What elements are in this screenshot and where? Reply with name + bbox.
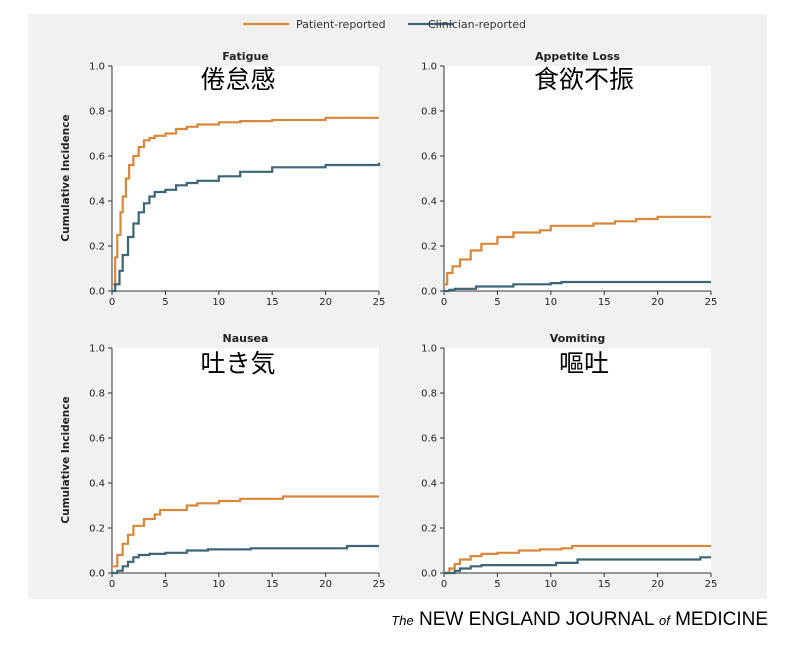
y-tick-label-appetite-loss: 0.6 xyxy=(421,152,437,163)
y-tick-label-fatigue: 0.0 xyxy=(89,287,105,298)
legend-label-clinician: Clinician-reported xyxy=(428,18,526,31)
japanese-title-vomiting: 嘔吐 xyxy=(559,349,609,378)
x-tick-label-vomiting: 0 xyxy=(441,579,447,590)
x-tick-label-vomiting: 25 xyxy=(705,579,718,590)
x-tick-label-appetite-loss: 5 xyxy=(494,297,500,308)
x-tick-label-fatigue: 5 xyxy=(162,297,168,308)
y-tick-label-vomiting: 0.0 xyxy=(421,569,437,580)
x-tick-label-appetite-loss: 20 xyxy=(651,297,664,308)
y-tick-label-appetite-loss: 1.0 xyxy=(421,62,437,73)
y-tick-label-appetite-loss: 0.8 xyxy=(421,107,437,118)
credit-journal-part1: NEW ENGLAND JOURNAL xyxy=(418,609,654,630)
panel-title-nausea: Nausea xyxy=(223,332,269,345)
y-tick-label-nausea: 0.0 xyxy=(89,569,105,580)
y-tick-label-fatigue: 1.0 xyxy=(89,62,105,73)
y-tick-label-nausea: 0.4 xyxy=(89,479,105,490)
plot-area-nausea xyxy=(112,348,379,573)
y-axis-label-bottom: Cumulative Incidence xyxy=(60,396,72,523)
x-tick-label-fatigue: 25 xyxy=(373,297,386,308)
credit-of: of xyxy=(658,613,670,628)
panel-title-appetite-loss: Appetite Loss xyxy=(535,50,620,63)
plot-area-fatigue xyxy=(112,66,379,291)
x-tick-label-nausea: 0 xyxy=(109,579,115,590)
panel-title-vomiting: Vomiting xyxy=(550,332,605,345)
x-tick-label-vomiting: 10 xyxy=(544,579,557,590)
y-tick-label-fatigue: 0.6 xyxy=(89,152,105,163)
x-tick-label-nausea: 5 xyxy=(162,579,168,590)
x-tick-label-appetite-loss: 10 xyxy=(544,297,557,308)
y-tick-label-appetite-loss: 0.4 xyxy=(421,197,437,208)
series-line-patient-fatigue xyxy=(112,116,379,286)
y-tick-label-nausea: 0.2 xyxy=(89,524,105,535)
x-tick-label-vomiting: 5 xyxy=(494,579,500,590)
journal-credit: The NEW ENGLAND JOURNAL of MEDICINE xyxy=(391,609,768,631)
credit-journal-part2: MEDICINE xyxy=(675,609,768,630)
chart-figure: Patient-reported Clinician-reported 0.0 0.2… xyxy=(60,18,718,590)
x-tick-label-nausea: 10 xyxy=(212,579,225,590)
panel-title-fatigue: Fatigue xyxy=(222,50,269,63)
y-axis-label-top: Cumulative Incidence xyxy=(60,114,72,241)
x-tick-label-fatigue: 0 xyxy=(109,297,115,308)
x-tick-label-fatigue: 15 xyxy=(266,297,279,308)
y-tick-label-nausea: 1.0 xyxy=(89,344,105,355)
y-tick-label-vomiting: 1.0 xyxy=(421,344,437,355)
x-tick-label-appetite-loss: 15 xyxy=(598,297,611,308)
x-tick-label-appetite-loss: 0 xyxy=(441,297,447,308)
y-tick-label-appetite-loss: 0.2 xyxy=(421,242,437,253)
y-tick-label-vomiting: 0.4 xyxy=(421,479,437,490)
plot-area-vomiting xyxy=(444,348,711,573)
y-tick-label-nausea: 0.6 xyxy=(89,434,105,445)
series-line-clinician-vomiting xyxy=(444,556,711,575)
x-tick-label-vomiting: 20 xyxy=(651,579,664,590)
figure-panel: Patient-reported Clinician-reported 0.0 0.2… xyxy=(28,14,767,599)
y-tick-label-vomiting: 0.2 xyxy=(421,524,437,535)
series-line-patient-vomiting xyxy=(444,544,711,575)
x-tick-label-nausea: 15 xyxy=(266,579,279,590)
y-tick-label-fatigue: 0.8 xyxy=(89,107,105,118)
x-tick-label-vomiting: 15 xyxy=(598,579,611,590)
y-tick-label-appetite-loss: 0.0 xyxy=(421,287,437,298)
series-line-clinician-nausea xyxy=(112,544,379,575)
plot-area-appetite-loss xyxy=(444,66,711,291)
x-tick-label-appetite-loss: 25 xyxy=(705,297,718,308)
y-tick-label-vomiting: 0.8 xyxy=(421,389,437,400)
x-tick-label-nausea: 20 xyxy=(319,579,332,590)
legend-label-patient: Patient-reported xyxy=(296,18,386,31)
series-line-patient-appetite-loss xyxy=(444,215,711,286)
series-line-patient-nausea xyxy=(112,495,379,568)
y-tick-label-fatigue: 0.4 xyxy=(89,197,105,208)
series-line-clinician-appetite-loss xyxy=(444,280,711,293)
x-tick-label-fatigue: 20 xyxy=(319,297,332,308)
x-tick-label-fatigue: 10 xyxy=(212,297,225,308)
japanese-title-nausea: 吐き気 xyxy=(200,349,275,378)
series-line-clinician-fatigue xyxy=(112,162,381,293)
x-tick-label-nausea: 25 xyxy=(373,579,386,590)
japanese-title-appetite-loss: 食欲不振 xyxy=(534,65,634,94)
japanese-title-fatigue: 倦怠感 xyxy=(200,65,275,94)
credit-the: The xyxy=(391,613,414,628)
y-tick-label-fatigue: 0.2 xyxy=(89,242,105,253)
y-tick-label-nausea: 0.8 xyxy=(89,389,105,400)
y-tick-label-vomiting: 0.6 xyxy=(421,434,437,445)
